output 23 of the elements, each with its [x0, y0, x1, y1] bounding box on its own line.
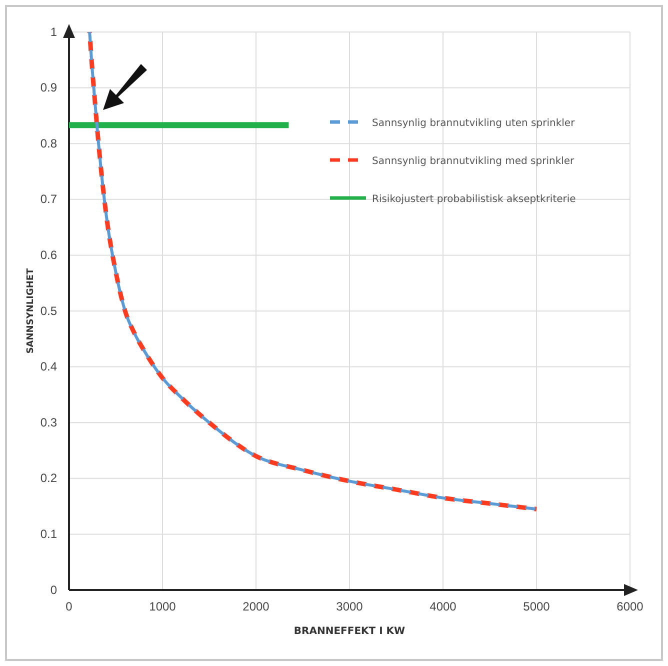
y-tick-label: 0.1 — [40, 527, 58, 542]
legend-label: Sannsynlig brannutvikling uten sprinkler — [372, 118, 576, 129]
legend-label: Sannsynlig brannutvikling med sprinkler — [372, 156, 576, 167]
y-axis-title: SANNSYNLIGHET — [26, 267, 36, 354]
y-tick-label: 0.3 — [40, 415, 58, 430]
y-tick-label: 0 — [50, 582, 58, 597]
y-tick-label: 0.4 — [40, 360, 58, 374]
x-tick-label: 4000 — [430, 600, 457, 614]
y-tick-label: 0.8 — [40, 136, 58, 150]
x-tick-label: 3000 — [336, 600, 364, 614]
x-axis-title: BRANNEFFEKT I KW — [294, 626, 406, 637]
x-tick-label: 6000 — [616, 600, 644, 614]
x-tick-label: 5000 — [523, 600, 550, 614]
x-tick-label: 2000 — [242, 600, 270, 614]
y-tick-label: 0.5 — [40, 304, 58, 318]
x-tick-label: 1000 — [149, 600, 176, 614]
y-tick-label: 1 — [50, 24, 58, 39]
y-tick-label: 0.9 — [40, 80, 58, 95]
y-tick-label: 0.7 — [40, 192, 58, 206]
y-tick-label: 0.2 — [40, 471, 58, 486]
legend-label: Risikojustert probabilistisk akseptkriterie — [372, 194, 576, 205]
x-tick-label: 0 — [66, 600, 73, 614]
y-tick-label: 0.6 — [40, 248, 58, 262]
